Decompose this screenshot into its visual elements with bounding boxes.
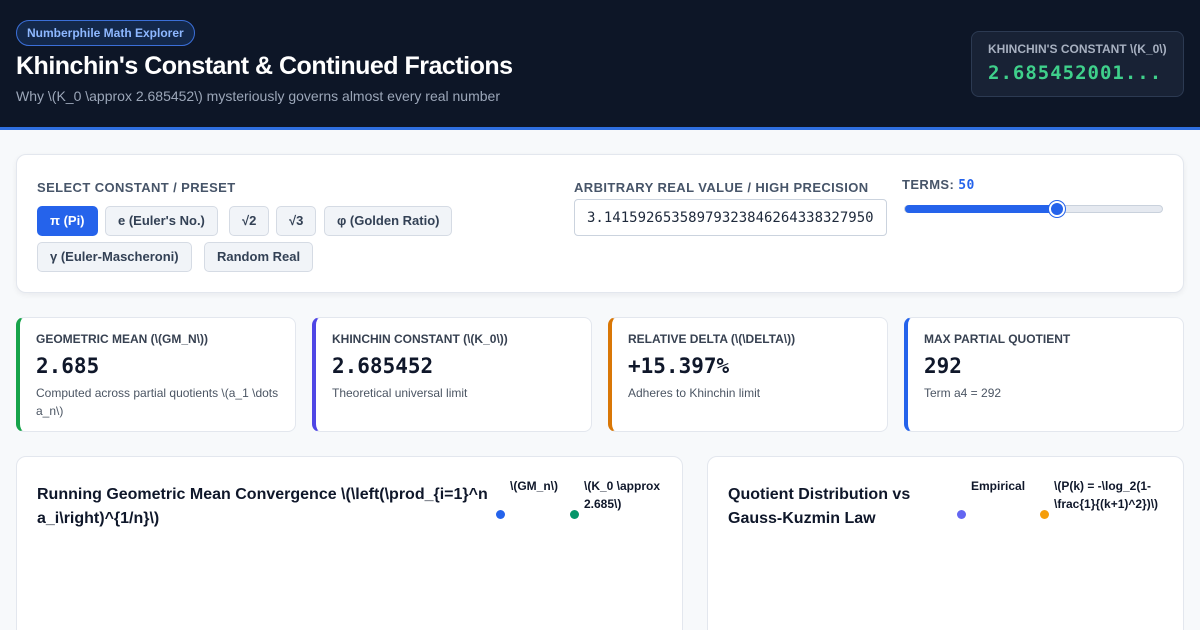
legend-label: Empirical [971,479,1026,493]
distribution-panel-title: Quotient Distribution vs Gauss-Kuzmin La… [728,486,911,527]
page-header: Numberphile Math Explorer Khinchin's Con… [0,0,1200,130]
constant-card-label: KHINCHIN'S CONSTANT \(K_0\) [988,42,1167,56]
terms-value: 50 [958,178,975,193]
metric-label: MAX PARTIAL QUOTIENT [924,332,1071,346]
metric-value: 2.685452 [332,354,434,378]
metric-card-max-partial-quotient: MAX PARTIAL QUOTIENT 292 Term a4 = 292 [904,317,1184,432]
preset-button-euler-mascheroni[interactable]: γ (Euler-Mascheroni) [37,242,192,272]
metric-card-relative-delta: RELATIVE DELTA (\(\DELTA\)) +15.397% Adh… [608,317,888,432]
metric-description: Computed across partial quotients \(a_1 … [36,386,279,418]
terms-slider-fill [905,205,1057,213]
preset-button-sqrt2[interactable]: √2 [229,206,270,236]
legend-label: \(P(k) = -\log_2(1-\frac{1}{(k+1)^2})\) [1054,479,1159,511]
preset-button-e[interactable]: e (Euler's No.) [105,206,218,236]
distribution-panel: Quotient Distribution vs Gauss-Kuzmin La… [707,456,1184,630]
real-value-input[interactable] [574,199,887,236]
terms-label-text: TERMS: [902,177,955,192]
metric-card-khinchin-constant: KHINCHIN CONSTANT (\(K_0\)) 2.685452 The… [312,317,592,432]
legend-dot [496,510,505,519]
page-title: Khinchin's Constant & Continued Fraction… [16,52,513,80]
controls-panel: SELECT CONSTANT / PRESET π (Pi) e (Euler… [16,154,1184,293]
terms-slider-thumb[interactable] [1048,201,1065,217]
brand-badge: Numberphile Math Explorer [16,20,195,46]
preset-button-pi[interactable]: π (Pi) [37,206,98,236]
terms-label: TERMS: 50 [902,177,975,193]
preset-button-random-real[interactable]: Random Real [204,242,314,272]
metric-label: RELATIVE DELTA (\(\DELTA\)) [628,332,796,346]
page-subtitle: Why \(K_0 \approx 2.685452\) mysteriousl… [16,88,500,104]
metric-card-geometric-mean: GEOMETRIC MEAN (\(GM_N\)) 2.685 Computed… [16,317,296,432]
preset-button-golden-ratio[interactable]: φ (Golden Ratio) [324,206,453,236]
legend-label: \(GM_n\) [510,479,558,493]
metric-description: Theoretical universal limit [332,386,468,400]
legend-dot [957,510,966,519]
metric-value: 292 [924,354,962,378]
metric-value: 2.685 [36,354,100,378]
terms-slider[interactable] [904,201,1163,217]
metric-value: +15.397% [628,354,730,378]
metric-label: GEOMETRIC MEAN (\(GM_N\)) [36,332,208,346]
preset-label: SELECT CONSTANT / PRESET [37,180,236,195]
khinchin-constant-card: KHINCHIN'S CONSTANT \(K_0\) 2.685452001.… [971,31,1184,97]
metric-label: KHINCHIN CONSTANT (\(K_0\)) [332,332,508,346]
metric-description: Term a4 = 292 [924,386,1002,400]
preset-button-sqrt3[interactable]: √3 [276,206,317,236]
legend-dot [570,510,579,519]
constant-card-value: 2.685452001... [988,62,1163,84]
legend-dot [1040,510,1049,519]
convergence-panel: Running Geometric Mean Convergence \(\le… [16,456,683,630]
convergence-panel-title: Running Geometric Mean Convergence \(\le… [37,486,488,527]
metric-description: Adheres to Khinchin limit [628,386,761,400]
value-label: ARBITRARY REAL VALUE / HIGH PRECISION [574,180,869,195]
legend-label: \(K_0 \approx 2.685\) [584,479,661,511]
